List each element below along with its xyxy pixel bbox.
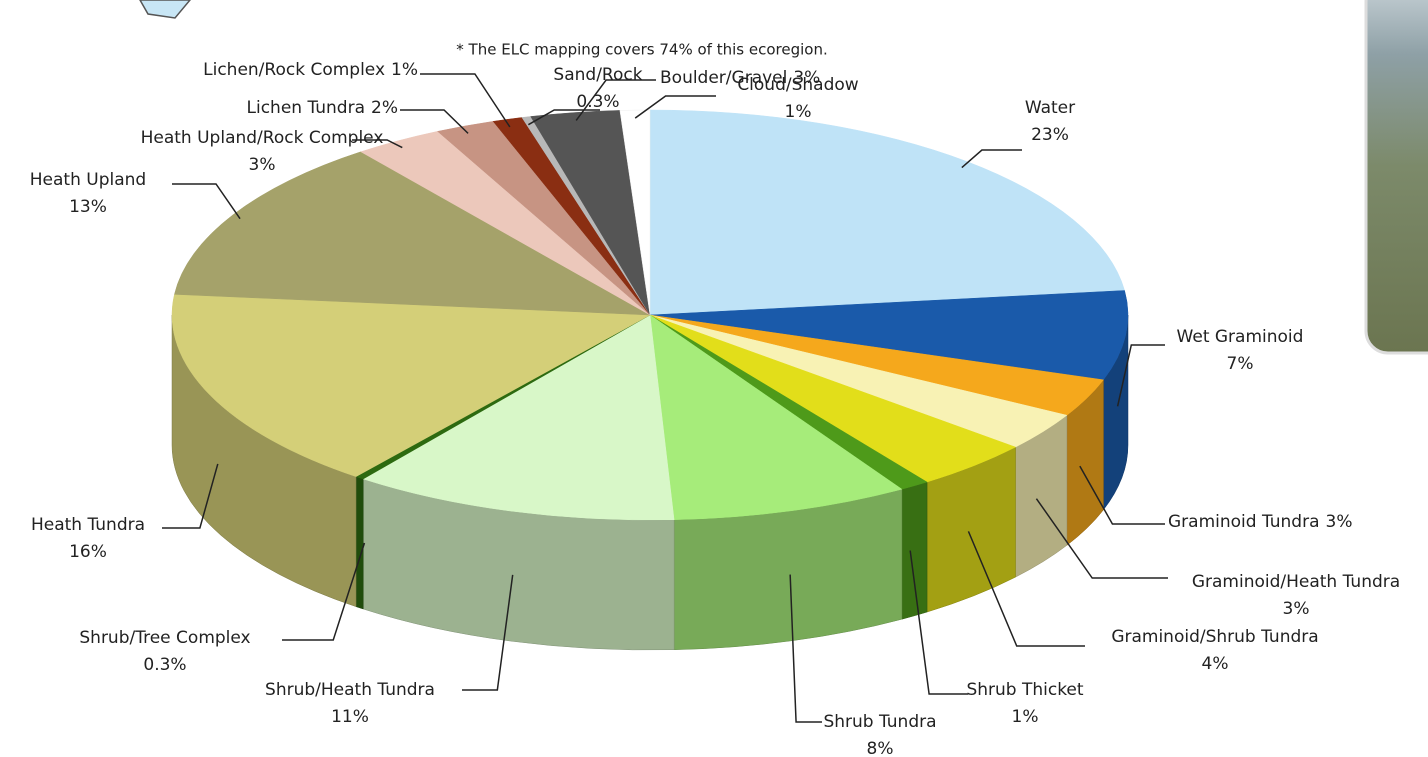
pie-slice — [362, 314, 675, 521]
label-name: Boulder/Gravel — [660, 68, 787, 88]
label-value: 23% — [1031, 125, 1069, 145]
label-name: Lichen/Rock Complex — [203, 60, 385, 80]
leader-line — [400, 109, 469, 134]
pie-slice — [649, 290, 1129, 381]
leader-line — [634, 95, 716, 119]
leader-line — [282, 542, 366, 641]
label: Graminoid Tundra 3% — [1168, 512, 1353, 532]
leader-line — [1035, 498, 1168, 579]
pie-side — [355, 476, 364, 610]
label-name: Graminoid Tundra — [1168, 512, 1320, 532]
label-value: 3% — [793, 68, 820, 88]
label-name: Wet Graminoid — [1177, 327, 1304, 347]
label: Lichen/Rock Complex 1% — [203, 60, 418, 80]
label: Boulder/Gravel 3% — [660, 68, 820, 88]
label-value: 4% — [1202, 654, 1229, 674]
leader-line — [420, 73, 511, 128]
label-value: 1% — [1012, 707, 1039, 727]
label-value: 16% — [69, 542, 107, 562]
pie-slice — [649, 109, 1125, 316]
leader-line — [909, 550, 968, 695]
leader-line — [575, 79, 656, 121]
photo — [1364, 0, 1428, 355]
pie-tops — [171, 109, 1129, 521]
leader-line — [462, 574, 514, 691]
pie-slice — [649, 314, 903, 520]
label-value: 13% — [69, 197, 107, 217]
decoration — [139, 0, 191, 19]
labels: Water 23% Wet Graminoid 7% Graminoid Tundra 3… — [30, 60, 1400, 757]
leader-line — [967, 531, 1085, 647]
pie-slice — [171, 294, 651, 477]
leader-line — [1116, 344, 1165, 407]
label-value: 0.3% — [143, 655, 186, 675]
label-value: 1% — [391, 60, 418, 80]
pie-side — [901, 481, 928, 620]
pie-slice — [174, 151, 651, 316]
label-value: 0.3% — [576, 92, 619, 112]
label-value: 3% — [1283, 599, 1310, 619]
label-name: Heath Tundra — [31, 515, 145, 535]
label-value: 2% — [371, 98, 398, 118]
label-name: Graminoid/Heath Tundra — [1192, 572, 1400, 592]
label-name: Graminoid/Shrub Tundra — [1111, 627, 1318, 647]
pie-slice — [619, 109, 651, 316]
label-value: 3% — [1326, 512, 1353, 532]
label-value: 8% — [867, 739, 894, 757]
label-name: Shrub/Tree Complex — [79, 628, 250, 648]
label-value: 11% — [331, 707, 369, 727]
label-value: 7% — [1227, 354, 1254, 374]
label-name: Shrub/Heath Tundra — [265, 680, 435, 700]
label-name: Shrub Tundra — [823, 712, 936, 732]
label-value: 3% — [249, 155, 276, 175]
leader-line — [172, 183, 241, 220]
leader-line — [789, 574, 822, 723]
leader-line — [1079, 465, 1165, 525]
leader-line — [162, 463, 219, 529]
label-name: Sand/Rock — [553, 65, 642, 85]
label-name: Lichen Tundra — [247, 98, 366, 118]
annotation: * The ELC mapping covers 74% of this eco… — [456, 41, 827, 59]
label-name: Heath Upland — [30, 170, 146, 190]
leader-line — [961, 149, 1022, 169]
label: Lichen Tundra 2% — [247, 98, 399, 118]
label-name: Water — [1025, 98, 1075, 118]
label-name: Cloud/Shadow — [737, 75, 858, 95]
pie-sides — [171, 314, 1129, 651]
label-name: Shrub Thicket — [966, 680, 1083, 700]
label-name: Heath Upland/Rock Complex — [141, 128, 384, 148]
label-value: 1% — [785, 102, 812, 122]
leader-line — [352, 139, 403, 149]
